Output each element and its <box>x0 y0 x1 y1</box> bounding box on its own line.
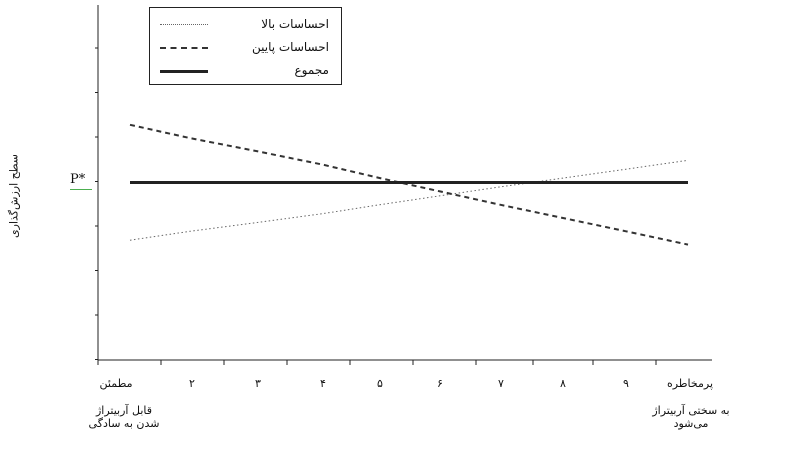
legend-swatch-total <box>160 70 208 73</box>
x-tick-label: مطمئن <box>99 377 133 390</box>
x-tick-label: ۳ <box>255 377 261 390</box>
legend-label-total: مجموع <box>294 63 329 77</box>
legend-item-low: احساسات پایین <box>150 37 341 59</box>
legend-item-total: مجموع <box>150 60 341 82</box>
legend-item-high: احساسات بالا <box>150 14 341 36</box>
x-tick-label: ۴ <box>320 377 326 390</box>
x-note-left: قابل آربیتراژ شدن به سادگی <box>88 404 160 430</box>
x-tick-label: ۵ <box>377 377 383 390</box>
x-tick-label: ۷ <box>498 377 504 390</box>
x-note-right: به سختی آربیتراژ می‌شود <box>652 404 730 430</box>
series-line-low <box>129 123 689 246</box>
legend-label-low: احساسات پایین <box>251 40 329 54</box>
x-tick-label: پرمخاطره <box>666 377 714 390</box>
y-axis-label-text: سطح ارزش‌گذاری <box>7 154 21 238</box>
series-line-high <box>129 159 689 241</box>
x-tick-label: ۲ <box>189 377 195 390</box>
legend-label-high: احساسات بالا <box>261 17 329 31</box>
p-star-marker: P* <box>70 172 86 187</box>
p-star-underline <box>70 189 92 190</box>
legend-swatch-high <box>160 24 208 25</box>
x-tick-label: ۸ <box>560 377 566 390</box>
legend: احساسات بالا احساسات پایین مجموع <box>149 7 342 85</box>
legend-swatch-low <box>160 47 208 49</box>
axes <box>95 5 712 365</box>
series-layer <box>129 123 689 246</box>
x-tick-label: ۹ <box>623 377 629 390</box>
x-tick-label: ۶ <box>437 377 443 390</box>
